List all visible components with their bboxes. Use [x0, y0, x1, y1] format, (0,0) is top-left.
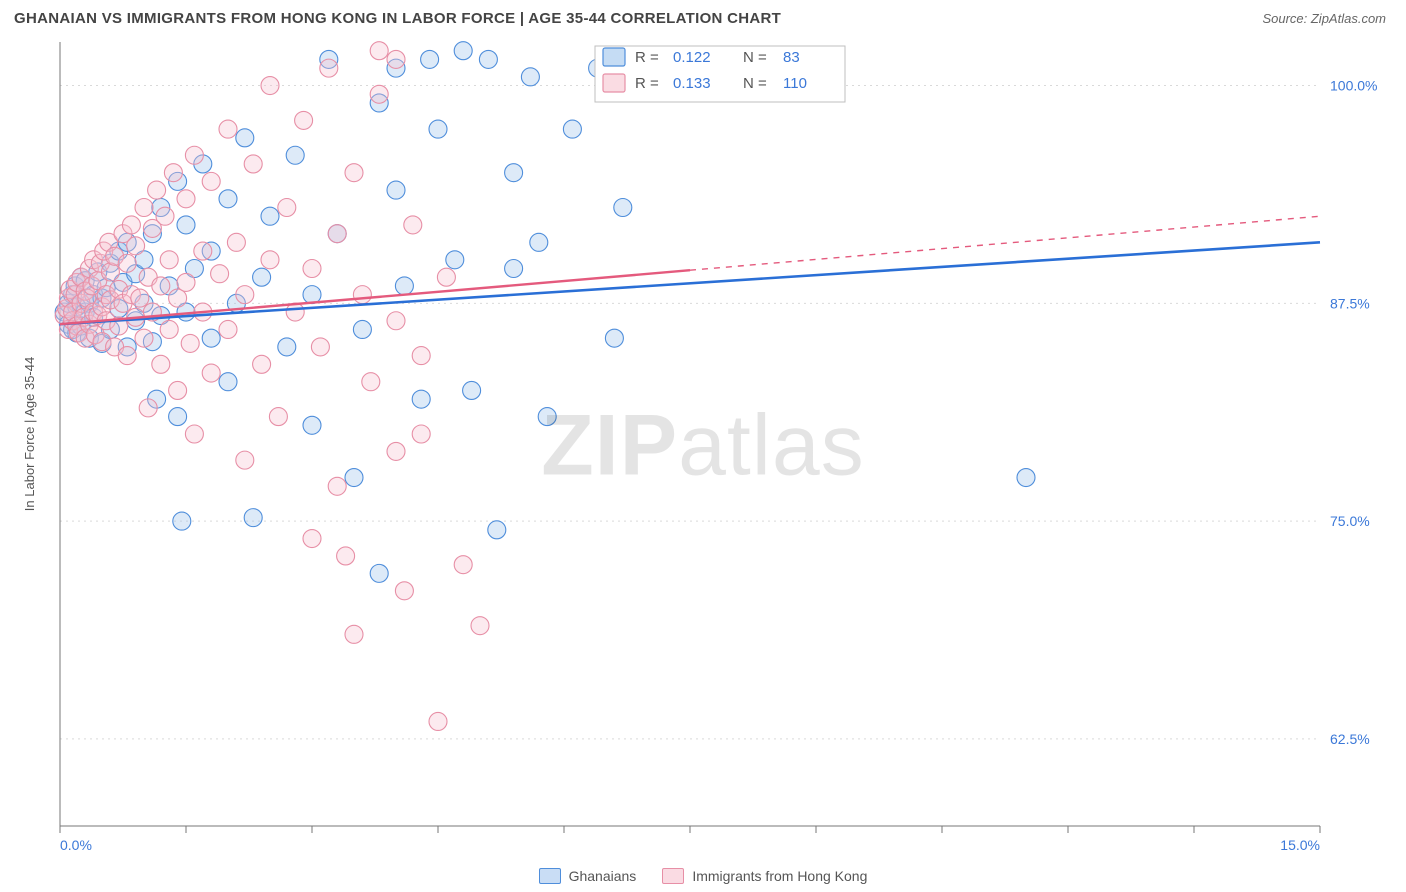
svg-text:N =: N = — [743, 49, 767, 66]
legend-item-ghanaians: Ghanaians — [539, 868, 637, 884]
svg-text:75.0%: 75.0% — [1330, 513, 1370, 529]
svg-text:110: 110 — [783, 75, 807, 92]
svg-text:R =: R = — [635, 75, 659, 92]
scatter-chart: 0.0% 15.0% 62.5% 75.0% 87.5% 100.0% In Labor F… — [14, 38, 1392, 854]
svg-text:83: 83 — [783, 49, 800, 66]
legend-swatch — [539, 868, 561, 884]
svg-text:0.122: 0.122 — [673, 49, 711, 66]
svg-text:N =: N = — [743, 75, 767, 92]
svg-text:62.5%: 62.5% — [1330, 731, 1370, 747]
svg-text:0.0%: 0.0% — [60, 837, 92, 853]
svg-text:0.133: 0.133 — [673, 75, 711, 92]
svg-text:R =: R = — [635, 49, 659, 66]
legend-label: Immigrants from Hong Kong — [692, 868, 867, 884]
svg-text:87.5%: 87.5% — [1330, 295, 1370, 311]
legend-label: Ghanaians — [569, 868, 637, 884]
legend-swatch — [662, 868, 684, 884]
chart-title: GHANAIAN VS IMMIGRANTS FROM HONG KONG IN… — [14, 10, 781, 27]
svg-text:15.0%: 15.0% — [1280, 837, 1320, 853]
svg-text:100.0%: 100.0% — [1330, 78, 1377, 94]
chart-area: 0.0% 15.0% 62.5% 75.0% 87.5% 100.0% In Labor F… — [14, 38, 1392, 854]
svg-text:In Labor Force | Age 35-44: In Labor Force | Age 35-44 — [22, 357, 37, 511]
bottom-legend: Ghanaians Immigrants from Hong Kong — [0, 868, 1406, 884]
legend-item-hk: Immigrants from Hong Kong — [662, 868, 867, 884]
source-label: Source: ZipAtlas.com — [1262, 11, 1386, 26]
